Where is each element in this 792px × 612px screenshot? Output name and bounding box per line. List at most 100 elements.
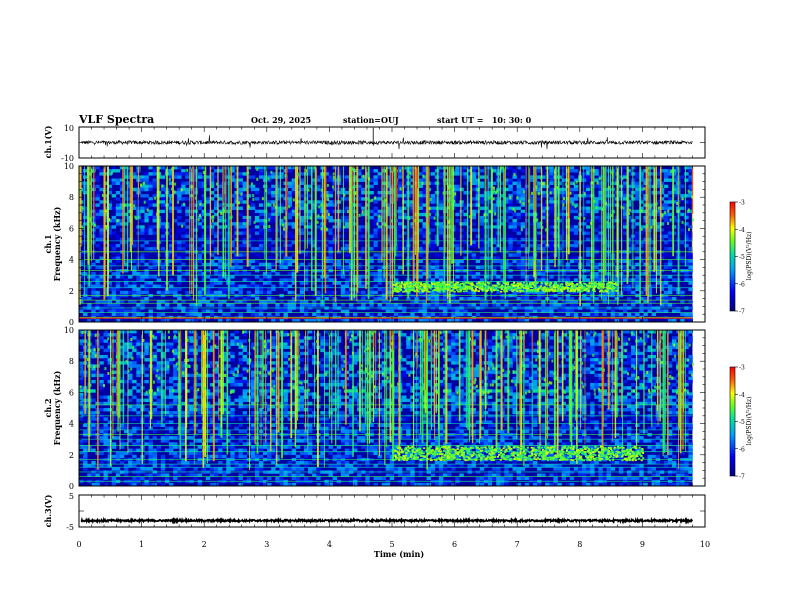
spectrogram-cell (99, 212, 104, 217)
spectrogram-cell (119, 300, 125, 304)
spectrogram-cell (107, 300, 112, 304)
spectrogram-cell (124, 284, 129, 288)
spectrogram-cell (303, 312, 309, 316)
spectrogram-cell (541, 284, 546, 288)
spectrogram-cell (422, 318, 427, 322)
spectrogram-cell (684, 194, 689, 198)
spectrogram-cell (663, 284, 669, 288)
spectrogram-cell (193, 247, 198, 251)
spectrogram-cell (218, 265, 223, 270)
spectrogram-cell (623, 225, 628, 229)
spectrogram-cell (99, 265, 104, 270)
spectrogram-cell (520, 275, 526, 279)
upper-band-cell (79, 190, 82, 194)
upper-band-cell (545, 190, 548, 194)
spectrogram-cell (398, 206, 403, 210)
spectrogram-cell (136, 262, 141, 267)
spectrogram-cell (132, 300, 137, 304)
upper-band-cell (607, 185, 610, 189)
spectrogram-cell (254, 219, 260, 223)
spectrogram-cell (181, 309, 186, 313)
spectrogram-cell (201, 297, 207, 301)
spectrogram-cell (83, 191, 88, 195)
spectrogram-cell (598, 197, 603, 201)
spectrogram-cell (492, 191, 497, 195)
spectrogram-cell (586, 166, 591, 170)
spectrogram-cell (99, 275, 104, 279)
upper-band-cell (650, 225, 653, 229)
spectrogram-cell (246, 272, 252, 276)
spectrogram-cell (430, 197, 436, 201)
spectrogram-cell (201, 262, 207, 267)
spectrogram-cell (193, 318, 198, 322)
spectrogram-cell (459, 297, 464, 301)
spectrogram-cell (594, 200, 599, 204)
spectrogram-cell (639, 256, 644, 260)
spectrogram-cell (303, 194, 309, 198)
spectrogram-cell (230, 281, 235, 285)
spectrogram-cell (246, 253, 252, 257)
spectrogram-cell (541, 272, 546, 276)
spectrogram-cell (655, 259, 661, 263)
spectrogram-cell (87, 303, 92, 307)
spectrogram-cell (214, 200, 219, 204)
spectrogram-cell (128, 300, 133, 304)
spectrogram-cell (598, 187, 603, 192)
spectrogram-cell (160, 175, 166, 179)
spectrogram-cell (627, 234, 632, 238)
spectrogram-cell (209, 244, 215, 248)
spectrogram-cell (177, 231, 182, 235)
spectrogram-cell (152, 265, 157, 270)
spectrogram-cell (418, 178, 423, 182)
noise-band-cell (411, 283, 414, 285)
spectrogram-cell (410, 172, 415, 176)
spectrogram-cell (283, 278, 288, 282)
noise-band-cell (425, 281, 428, 284)
spectrogram-cell (418, 303, 423, 307)
spectrogram-cell (160, 222, 166, 226)
spectrogram-cell (287, 259, 292, 263)
spectrogram-cell (177, 297, 182, 301)
upper-band-cell (143, 181, 146, 185)
spectrogram-cell (107, 206, 112, 210)
spectrogram-cell (205, 237, 211, 242)
spectrogram-cell (214, 212, 219, 217)
spectrogram-cell (242, 300, 247, 304)
spectrogram-cell (504, 172, 509, 176)
spectrogram-cell (561, 166, 566, 170)
spectrogram-cell (504, 187, 509, 192)
spectrogram-cell (336, 318, 342, 322)
upper-band-cell (667, 222, 670, 225)
spectrogram-cell (672, 172, 677, 176)
spectrogram-cell (504, 206, 509, 210)
spectrogram-cell (193, 175, 198, 179)
spectrogram-cell (594, 275, 599, 279)
spectrogram-cell (520, 318, 526, 322)
spectrogram-cell (508, 200, 513, 204)
spectrogram-cell (459, 318, 464, 322)
spectrogram-cell (279, 281, 284, 285)
spectrogram-cell (602, 237, 607, 242)
spectrogram-cell (95, 275, 100, 279)
spectrogram-cell (119, 203, 125, 207)
spectrogram-cell (492, 240, 497, 245)
spectrogram-cell (267, 297, 272, 301)
spectrogram-cell (283, 284, 288, 288)
spectrogram-cell (107, 287, 112, 292)
spectrogram-cell (438, 172, 444, 176)
spectrogram-cell (627, 262, 632, 267)
spectrogram-cell (246, 297, 252, 301)
spectrogram-cell (684, 253, 689, 257)
spectrogram-cell (124, 212, 129, 217)
spectrogram-cell (598, 262, 603, 267)
spectrogram-cell (259, 222, 264, 226)
spectrogram-cell (398, 194, 403, 198)
spectrogram-cell (344, 278, 350, 282)
spectrogram-cell (177, 187, 182, 192)
spectrogram-cell (193, 265, 198, 270)
spectrogram-cell (655, 281, 661, 285)
spectrogram-cell (267, 287, 272, 292)
spectrogram-cell (430, 194, 436, 198)
spectrogram-cell (377, 312, 382, 316)
spectrogram-cell (222, 175, 227, 179)
